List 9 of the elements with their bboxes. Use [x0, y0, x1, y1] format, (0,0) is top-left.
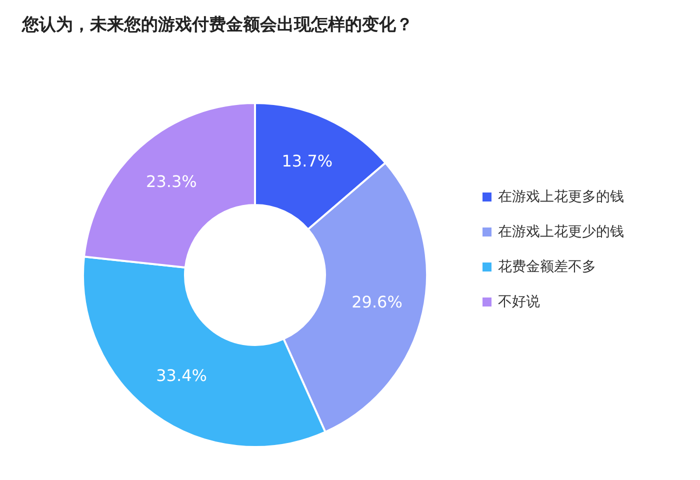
chart-title: 您认为，未来您的游戏付费金额会出现怎样的变化？ [21, 15, 413, 35]
legend-label: 不好说 [498, 294, 540, 310]
legend-label: 在游戏上花更多的钱 [498, 189, 624, 205]
legend-label: 在游戏上花更少的钱 [498, 224, 624, 240]
data-label: 13.7% [282, 151, 333, 170]
legend-label: 花费金额差不多 [498, 259, 596, 275]
data-label: 29.6% [352, 292, 402, 312]
data-label: 23.3% [146, 172, 197, 192]
data-label: 33.4% [156, 366, 207, 386]
